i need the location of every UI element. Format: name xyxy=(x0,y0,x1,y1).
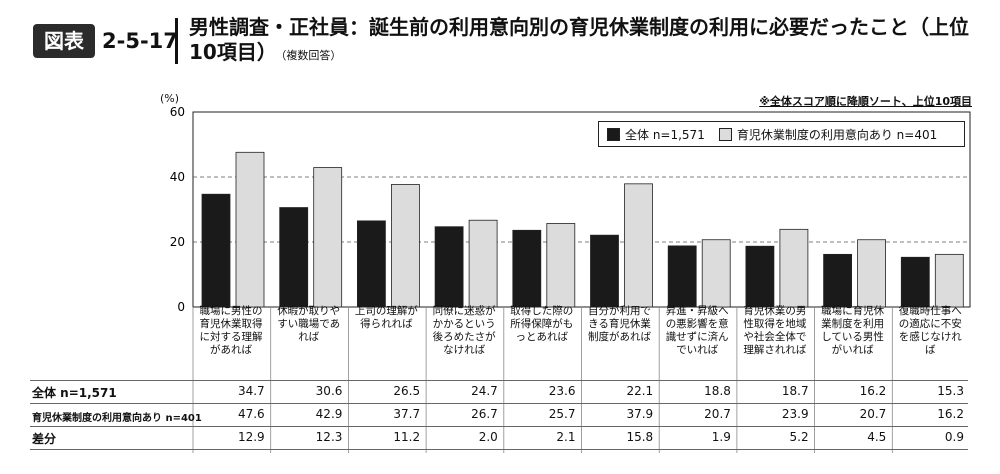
bar-intent xyxy=(235,151,265,308)
category-label: 復職時仕事への適応に不安を感じなければ xyxy=(898,305,962,356)
bar-all xyxy=(434,226,464,308)
bar-intent xyxy=(546,223,576,308)
table-cell: 37.7 xyxy=(393,407,421,421)
legend-swatch-intent xyxy=(718,127,732,141)
y-tick-label: 0 xyxy=(177,300,185,314)
bar-all xyxy=(900,256,930,308)
bar-intent xyxy=(779,228,809,308)
category-label: 職場に育児休業制度を利用している男性がいれば xyxy=(821,305,885,356)
y-tick-label: 20 xyxy=(170,235,185,249)
table-row-all: 全体 n=1,571 34.7 30.6 26.5 24.7 23.6 22.1 18.8 1… xyxy=(30,380,968,403)
table-cell: 30.6 xyxy=(315,384,343,398)
table-cell: 26.5 xyxy=(393,384,421,398)
table-cell: 37.9 xyxy=(626,407,654,421)
bar-all xyxy=(356,220,386,308)
bar-all xyxy=(590,234,619,308)
bar-all xyxy=(512,229,542,308)
bar-all xyxy=(279,207,309,308)
bar-intent xyxy=(468,219,498,308)
title-divider xyxy=(175,18,178,64)
bar-all xyxy=(823,253,852,308)
table-row-diff: 差分 12.9 12.3 11.2 2.0 2.1 15.8 1.9 5.2 4.5 0.9 xyxy=(30,426,968,450)
table-cell: 24.7 xyxy=(471,384,498,398)
category-label: 自分が利用できる育児休業制度があれば xyxy=(588,305,651,343)
table-cell: 18.7 xyxy=(781,384,809,398)
bar-intent xyxy=(857,239,886,308)
table-cell: 25.7 xyxy=(548,407,576,421)
category-label: 上司の理解が得られれば xyxy=(354,305,418,330)
table-row-intent: 育児休業制度の利用意向あり n=401 47.6 42.9 37.7 26.7 25.7… xyxy=(30,403,968,426)
sort-note: ※全体スコア順に降順ソート、上位10項目 xyxy=(759,95,972,108)
y-axis-unit-label: (%) xyxy=(160,92,180,105)
table-cell: 20.7 xyxy=(859,407,887,421)
table-cell: 11.2 xyxy=(393,430,421,444)
bar-intent xyxy=(934,253,964,308)
figure-header: 図表 2-5-17 男性調査・正社員：誕生前の利用意向別の育児休業制度の利用に必… xyxy=(0,0,1000,70)
table-cell: 20.7 xyxy=(704,407,731,421)
table-cell: 1.9 xyxy=(711,430,731,444)
bar-intent xyxy=(701,239,731,308)
legend-swatch-all xyxy=(607,127,620,141)
bar-intent xyxy=(390,184,420,308)
chart-title-line2-text: 10項目） xyxy=(189,40,277,64)
table-cell: 5.2 xyxy=(789,430,809,444)
chart-title-line2: 10項目） （複数回答） xyxy=(189,40,341,68)
table-cell: 12.9 xyxy=(237,430,265,444)
table-cell: 16.2 xyxy=(937,407,964,421)
category-label: 休暇が取りやすい職場であれば xyxy=(277,305,341,343)
table-row-label: 全体 n=1,571 xyxy=(32,386,117,400)
legend-label-intent: 育児休業制度の利用意向あり n=401 xyxy=(736,127,938,142)
table-cell: 2.0 xyxy=(478,430,498,444)
chart-title-line1: 男性調査・正社員：誕生前の利用意向別の育児休業制度の利用に必要だったこと（上位 xyxy=(189,15,969,39)
category-label: 昇進・昇級への悪影響を意識せずに済んでいれば xyxy=(665,305,729,356)
table-cell: 15.3 xyxy=(937,384,964,398)
category-label: 育児休業の男性取得を地域や社会全体で理解されれば xyxy=(743,305,807,356)
table-row-label: 差分 xyxy=(32,432,57,446)
bar-all xyxy=(745,245,775,308)
table-cell: 23.6 xyxy=(548,384,576,398)
figure-number: 2-5-17 xyxy=(102,29,178,53)
chart-title-note: （複数回答） xyxy=(280,49,342,62)
y-tick-label: 40 xyxy=(170,170,185,184)
table-row-label: 育児休業制度の利用意向あり n=401 xyxy=(32,413,202,424)
table-cell: 4.5 xyxy=(867,430,887,444)
category-label: 職場に男性の育児休業取得に対する理解があれば xyxy=(199,305,263,356)
table-cell: 42.9 xyxy=(315,407,343,421)
bar-all xyxy=(201,193,231,308)
table-cell: 18.8 xyxy=(704,384,731,398)
y-tick-label: 60 xyxy=(170,105,185,119)
chart-legend: 全体 n=1,571 育児休業制度の利用意向あり n=401 xyxy=(598,121,965,147)
bar-intent xyxy=(313,167,343,308)
legend-label-all: 全体 n=1,571 xyxy=(625,127,705,142)
table-cell: 23.9 xyxy=(781,407,809,421)
table-cell: 26.7 xyxy=(471,407,498,421)
table-cell: 0.9 xyxy=(944,430,964,444)
bar-all xyxy=(667,245,697,308)
table-cell: 2.1 xyxy=(556,430,576,444)
table-cell: 12.3 xyxy=(315,430,343,444)
table-cell: 15.8 xyxy=(626,430,654,444)
category-label: 同僚に迷惑がかかるという後ろめたさがなければ xyxy=(432,305,496,356)
table-cell: 22.1 xyxy=(626,384,654,398)
table-cell: 16.2 xyxy=(859,384,887,398)
table-cell: 47.6 xyxy=(237,407,265,421)
bar-intent xyxy=(624,183,653,308)
figure-badge: 図表 xyxy=(33,24,95,58)
category-label: 取得した際の所得保障がもっとあれば xyxy=(510,305,574,343)
table-cell: 34.7 xyxy=(237,384,265,398)
